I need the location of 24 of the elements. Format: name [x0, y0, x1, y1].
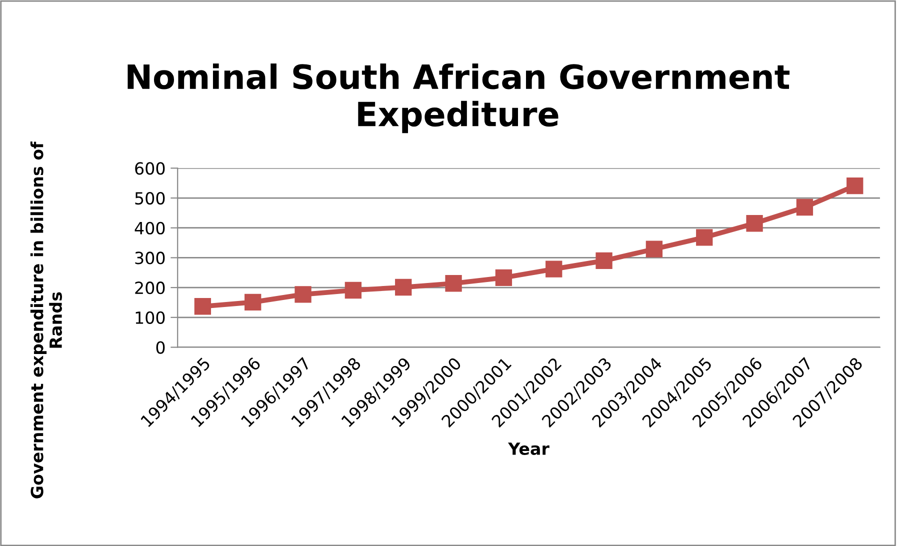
point — [546, 260, 562, 278]
y-axis-title: Government expenditure in billions of Rands — [30, 141, 62, 498]
point — [796, 198, 814, 216]
point — [495, 269, 512, 286]
y-tick-label: 600 — [135, 162, 165, 175]
point — [244, 294, 262, 311]
point — [646, 240, 663, 258]
y-tick-label: 100 — [136, 311, 165, 324]
x-axis-title: Year — [508, 442, 550, 455]
y-tick-label: 500 — [135, 192, 165, 205]
chart-title: Nominal South African Government Expediture — [128, 63, 790, 134]
point — [846, 177, 864, 194]
y-tick-label: 300 — [135, 252, 165, 264]
point — [294, 286, 312, 303]
point — [696, 229, 713, 246]
point — [344, 282, 362, 299]
point — [596, 252, 612, 270]
point — [395, 278, 412, 296]
point — [746, 215, 763, 232]
y-tick-label: 200 — [135, 282, 165, 294]
point — [445, 275, 462, 292]
y-tick-label: 400 — [134, 222, 165, 234]
point — [194, 298, 212, 315]
y-tick-label: 0 — [156, 341, 165, 354]
